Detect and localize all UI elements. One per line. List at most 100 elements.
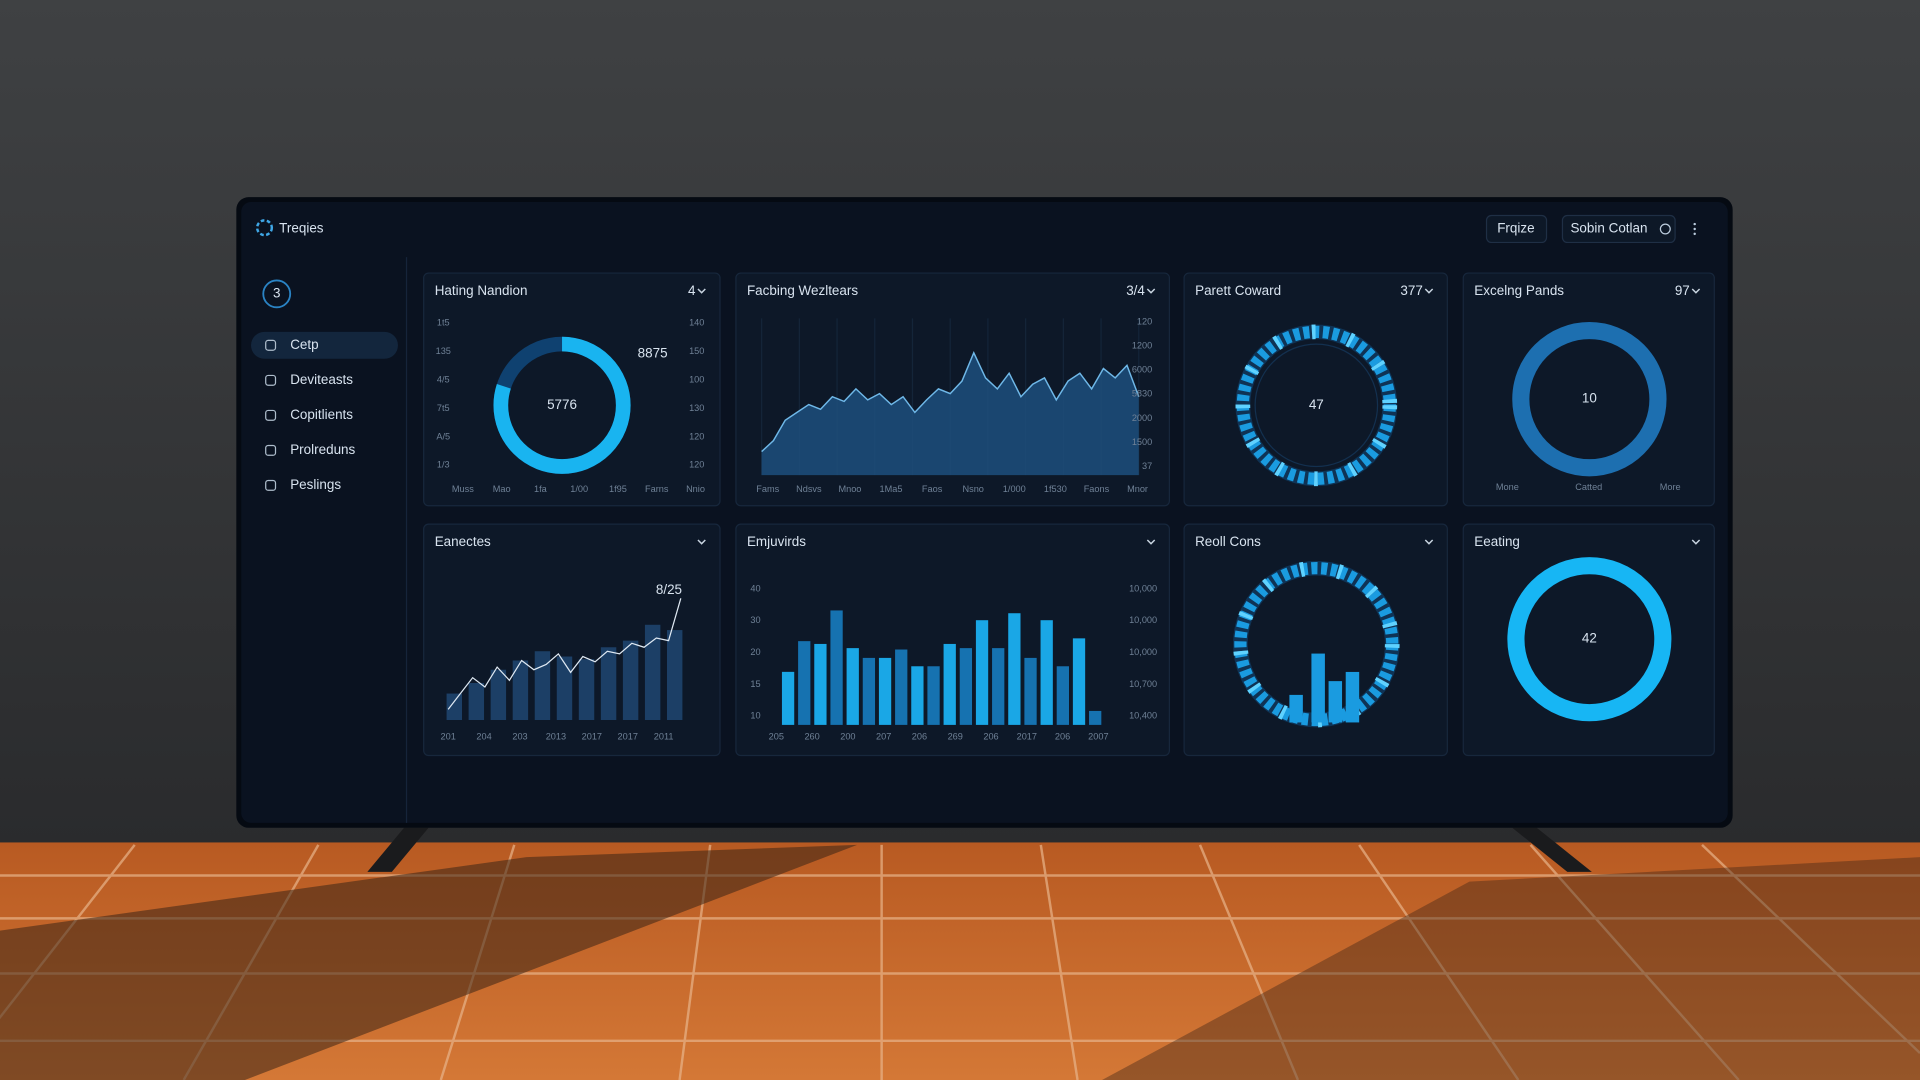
axis-label: Farns — [645, 484, 669, 494]
tv-leg — [1512, 827, 1592, 872]
ring — [1507, 557, 1672, 722]
axis-label: Mnor — [1127, 484, 1148, 494]
bar — [1056, 666, 1069, 725]
menu-icon[interactable] — [1693, 222, 1696, 236]
card-title: Reoll Cons — [1195, 534, 1261, 549]
ring — [1512, 322, 1667, 477]
axis-label: 1Ma5 — [880, 484, 903, 494]
nav-item[interactable]: Peslings — [290, 477, 341, 492]
axis-label: 1500 — [1132, 437, 1152, 447]
nav-item[interactable]: Deviteasts — [290, 372, 353, 387]
axis-label: 37 — [1142, 461, 1152, 471]
axis-label: 205 — [769, 732, 784, 742]
donut-arc — [493, 336, 631, 474]
bar — [666, 630, 683, 720]
card: Facbing Wezltears 3/4 120 1200 6000 5830 2000 1… — [735, 272, 1170, 507]
bar — [1024, 657, 1037, 725]
card: Excelng Pands 97 10 Mone Catted More — [1462, 272, 1715, 507]
axis-label: 100 — [689, 375, 704, 385]
ring-highlights — [1233, 560, 1400, 728]
axis-label: Mone — [1496, 482, 1519, 492]
axis-label: 1/3 — [437, 460, 450, 470]
ring-highlights — [1235, 324, 1398, 487]
chevron[interactable] — [1146, 539, 1156, 545]
axis-label: 40 — [750, 583, 760, 593]
bar — [534, 651, 551, 720]
avatar[interactable] — [262, 279, 292, 309]
sidebar: Cetp Deviteasts Copitlients Prolreduns Pesli… — [251, 331, 398, 492]
axis-label: 206 — [983, 732, 998, 742]
bar — [862, 657, 876, 725]
chevron[interactable] — [697, 288, 706, 294]
chevron[interactable] — [1424, 288, 1434, 294]
axis-label: 203 — [512, 732, 527, 742]
card: Parett Coward 377 47 — [1183, 272, 1448, 507]
nav-item[interactable]: Copitlients — [290, 407, 353, 422]
axis-label: 7t5 — [437, 403, 450, 413]
axis-label: 120 — [689, 460, 704, 470]
inner-ring — [1254, 343, 1379, 468]
bar — [781, 671, 795, 725]
axis-label: 2013 — [546, 732, 566, 742]
settings-icon[interactable] — [1659, 223, 1671, 235]
chevron[interactable] — [1691, 288, 1701, 294]
card-title: Excelng Pands — [1474, 283, 1564, 298]
card-badge: 97 — [1675, 283, 1690, 298]
card-title: Parett Coward — [1195, 283, 1281, 298]
card-title: Eanectes — [435, 534, 491, 549]
axis-label: Nnio — [686, 484, 705, 494]
value-label: 8/25 — [656, 582, 682, 597]
axis-label: 6000 — [1132, 365, 1152, 375]
header-button[interactable] — [1485, 214, 1548, 244]
bar — [959, 648, 973, 725]
header-button[interactable] — [1561, 214, 1676, 244]
chevron[interactable] — [1146, 288, 1156, 294]
card: Eanectes 8/25 201 204 203 2013 2017 2017 2011 — [423, 523, 721, 757]
tv-leg — [367, 827, 429, 872]
ring-value: 42 — [1582, 631, 1597, 646]
axis-label: 206 — [912, 732, 927, 742]
floor-shadow — [0, 844, 858, 1080]
ring-value: 10 — [1582, 391, 1597, 406]
axis-label: 1f95 — [609, 484, 627, 494]
bar — [878, 657, 892, 725]
bar — [644, 624, 661, 720]
axis-label: 1fa — [534, 484, 548, 494]
card: Reoll Cons — [1183, 523, 1448, 757]
nav-item[interactable]: Prolreduns — [290, 442, 355, 457]
axis-label: Mao — [493, 484, 511, 494]
axis-label: Faos — [922, 484, 943, 494]
nav-icon — [265, 479, 277, 491]
axis-label: A/5 — [436, 431, 450, 441]
axis-label: 1t5 — [437, 318, 450, 328]
bar — [895, 649, 908, 725]
axis-label: 1f530 — [1044, 484, 1067, 494]
axis-label: 15 — [750, 679, 760, 689]
axis-label: 269 — [948, 732, 963, 742]
axis-label: Mnoo — [838, 484, 861, 494]
axis-label: 10,700 — [1129, 679, 1157, 689]
axis-label: 120 — [1137, 316, 1152, 326]
card-badge: 3/4 — [1126, 283, 1145, 298]
nav-item[interactable]: Cetp — [290, 337, 318, 352]
chevron[interactable] — [1691, 539, 1701, 545]
bar — [1311, 653, 1325, 723]
chevron[interactable] — [1424, 539, 1434, 545]
card: Hating Nandion 4 5776 8875 1t5 135 4/5 7t5 A/5 1/… — [423, 272, 721, 507]
bar — [1072, 638, 1086, 725]
axis-label: 130 — [689, 403, 704, 413]
nav-icon — [265, 409, 277, 421]
axis-label: 30 — [750, 615, 760, 625]
bar — [943, 643, 956, 725]
axis-label: 140 — [689, 318, 704, 328]
chevron[interactable] — [697, 539, 706, 545]
nav-icon — [265, 374, 277, 386]
bar — [992, 648, 1005, 725]
brand: Treqies — [279, 221, 324, 236]
axis-label: Muss — [452, 484, 474, 494]
axis-label: 204 — [476, 732, 491, 742]
axis-label: 150 — [689, 346, 704, 356]
header-button-label: Sobin Cotlan — [1570, 221, 1647, 236]
bar — [927, 666, 940, 725]
